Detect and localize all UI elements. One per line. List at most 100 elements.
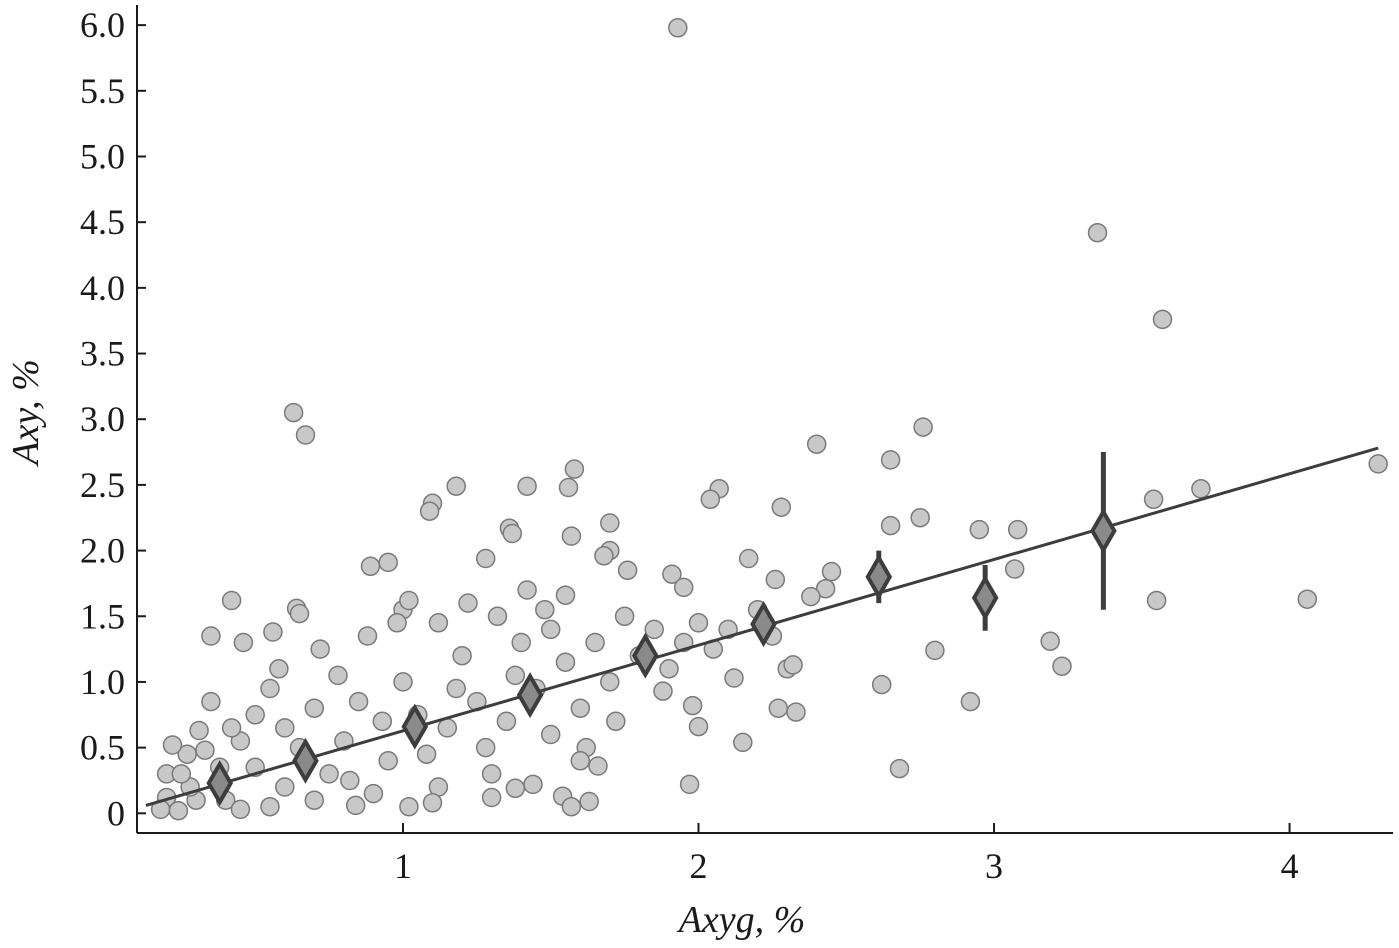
data-point	[662, 564, 682, 584]
data-point	[487, 606, 508, 627]
data-point	[1152, 309, 1173, 330]
data-point	[653, 681, 673, 701]
data-point	[594, 546, 614, 566]
y-tick-label: 3.5	[80, 334, 125, 374]
data-point	[481, 787, 502, 808]
data-point	[517, 580, 537, 600]
data-point	[555, 585, 576, 605]
data-point	[399, 796, 419, 817]
data-point	[960, 691, 981, 712]
data-point	[614, 606, 635, 627]
y-tick-label: 2.0	[80, 531, 125, 571]
y-tick-label: 0	[107, 793, 125, 833]
data-point	[221, 590, 242, 611]
y-tick-label: 0.5	[80, 728, 125, 768]
mean-marker	[971, 574, 999, 621]
scatter-points	[150, 18, 1388, 821]
data-point	[617, 560, 638, 581]
data-point	[579, 791, 599, 812]
x-tick-label: 3	[985, 846, 1003, 886]
data-point	[201, 691, 221, 712]
data-point	[600, 672, 620, 692]
data-point	[564, 459, 585, 479]
data-point	[428, 613, 449, 633]
data-point	[387, 613, 407, 633]
y-tick-label: 4.5	[80, 202, 125, 242]
data-point	[162, 735, 183, 755]
data-point	[540, 619, 561, 640]
data-point	[230, 799, 251, 820]
data-point	[263, 622, 283, 642]
data-point	[481, 764, 502, 784]
x-tick-label: 2	[690, 846, 708, 886]
tick-labels: 0 0.5 1.0 1.5 2.0 2.5 3.0 3.5 4.0 4.5 5.0 5.5 6.0 1 2 3…	[80, 5, 1299, 886]
y-tick-label: 4.0	[80, 268, 125, 308]
data-point	[295, 425, 316, 445]
data-point	[283, 402, 304, 423]
data-point	[245, 705, 265, 725]
data-point	[1368, 454, 1388, 474]
data-point	[357, 626, 378, 646]
mean-marker	[292, 737, 319, 784]
data-point	[233, 632, 254, 653]
data-point	[340, 770, 360, 791]
data-point	[606, 711, 626, 732]
data-point	[588, 756, 608, 776]
data-point	[452, 645, 472, 666]
data-point	[880, 515, 901, 536]
x-tick-label: 4	[1281, 846, 1299, 886]
data-point	[502, 523, 523, 544]
data-point	[523, 774, 543, 795]
y-tick-label: 5.5	[80, 71, 125, 111]
data-point	[688, 613, 709, 633]
data-point	[348, 691, 369, 712]
data-point	[345, 795, 366, 816]
mean-marker	[1090, 507, 1117, 554]
data-point	[558, 477, 579, 498]
x-axis-label: Axyg, %	[676, 899, 806, 941]
data-point	[570, 751, 591, 771]
data-point	[422, 793, 443, 813]
data-point	[555, 652, 576, 672]
data-point	[913, 417, 933, 437]
data-point	[806, 434, 827, 454]
data-point	[399, 590, 419, 611]
data-point	[269, 659, 289, 679]
data-point	[786, 702, 806, 722]
data-point	[765, 569, 786, 590]
data-point	[673, 577, 694, 598]
data-point	[682, 695, 703, 716]
axes	[136, 5, 1393, 834]
mean-marker	[206, 760, 234, 807]
data-point	[446, 678, 466, 699]
data-point	[1052, 656, 1072, 676]
data-point	[289, 603, 310, 624]
data-point	[304, 790, 325, 810]
mean-marker	[865, 553, 893, 600]
data-point	[1004, 559, 1025, 579]
y-tick-label: 3.0	[80, 399, 125, 439]
y-tick-label: 2.5	[80, 465, 125, 505]
data-point	[475, 737, 496, 758]
data-point	[733, 732, 753, 753]
data-point	[304, 698, 325, 718]
data-point	[310, 639, 330, 659]
data-point	[724, 668, 744, 688]
data-point	[260, 796, 280, 817]
data-point	[700, 489, 721, 510]
data-point	[1143, 489, 1164, 510]
data-point	[319, 764, 339, 784]
data-point	[505, 778, 526, 799]
y-axis-label: Axy, %	[5, 359, 47, 468]
data-point	[372, 711, 393, 732]
mean-marker	[401, 703, 429, 750]
mean-marker	[631, 632, 659, 679]
data-point	[517, 476, 537, 496]
data-point	[328, 665, 348, 686]
data-point	[458, 593, 478, 613]
data-point	[821, 561, 842, 582]
data-point	[910, 507, 930, 528]
data-point	[815, 578, 836, 599]
data-point	[561, 526, 582, 546]
data-point	[496, 711, 517, 732]
